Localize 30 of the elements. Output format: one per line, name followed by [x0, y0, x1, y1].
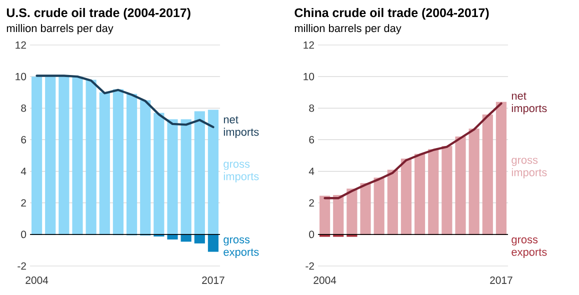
y-tick-label: 8 [309, 104, 314, 112]
y-tick-label: 4 [308, 168, 314, 175]
series-label: net imports [224, 116, 259, 138]
y-tick-label: 6 [309, 136, 314, 144]
y-tick-label: 0 [21, 230, 26, 238]
x-tick-label: 2004 [26, 276, 48, 284]
x-tick-label: 2017 [202, 276, 224, 284]
y-tick-label: 8 [21, 104, 26, 112]
y-tick-label: 4 [20, 168, 26, 175]
x-tick-label: 2017 [490, 276, 512, 284]
y-tick-label: 2 [309, 199, 314, 207]
chart-subtitle: million barrels per day [294, 24, 402, 34]
y-tick-label: -2 [18, 262, 26, 270]
y-tick-label: -2 [306, 262, 314, 270]
chart-title: U.S. crude oil trade (2004-2017) [6, 8, 190, 20]
x-tick-label: 2004 [314, 276, 336, 284]
series-label: gross exports [512, 237, 547, 258]
y-tick-label: 6 [21, 136, 26, 144]
y-tick-label: 10 [304, 72, 314, 80]
y-tick-label: 10 [16, 72, 26, 80]
series-label: gross imports [224, 162, 259, 182]
y-tick-label: 12 [304, 41, 314, 49]
chart-subtitle: million barrels per day [6, 24, 114, 34]
series-label: gross exports [224, 237, 259, 258]
chart-title: China crude oil trade (2004-2017) [294, 8, 489, 20]
series-label: gross imports [512, 158, 547, 178]
y-tick-label: 12 [16, 41, 26, 49]
series-label: net imports [512, 92, 547, 114]
y-tick-label: 0 [309, 230, 314, 238]
y-tick-label: 2 [21, 199, 26, 207]
